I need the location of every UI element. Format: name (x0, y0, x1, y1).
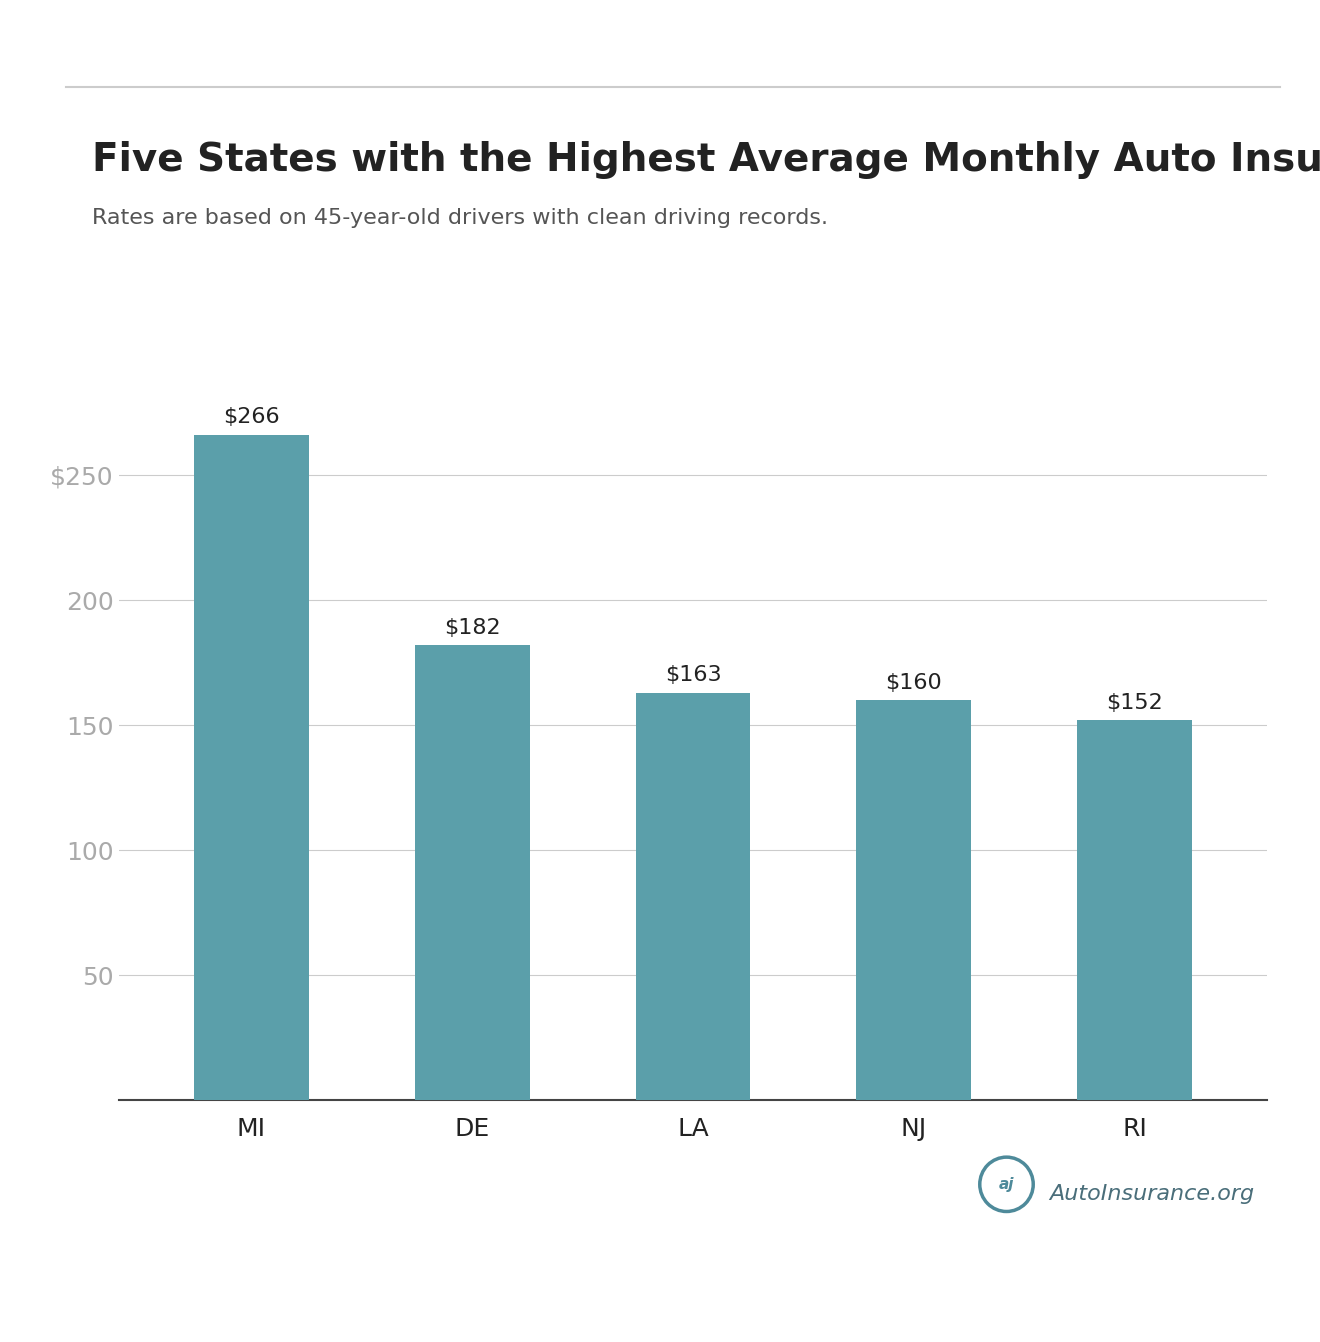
Text: aj: aj (999, 1177, 1014, 1192)
Text: $266: $266 (223, 408, 280, 427)
Bar (636, 692, 750, 1100)
Bar (194, 435, 309, 1100)
Text: $163: $163 (665, 666, 721, 686)
Text: Five States with the Highest Average Monthly Auto Insurance Rates: Five States with the Highest Average Mon… (92, 141, 1320, 178)
Text: Rates are based on 45-year-old drivers with clean driving records.: Rates are based on 45-year-old drivers w… (92, 208, 829, 228)
Text: $160: $160 (886, 672, 942, 692)
Bar (857, 701, 972, 1100)
Text: $152: $152 (1106, 692, 1163, 713)
Bar (1077, 721, 1192, 1100)
Text: $182: $182 (444, 617, 500, 637)
Bar (414, 646, 529, 1100)
Text: AutoInsurance.org: AutoInsurance.org (1049, 1184, 1254, 1204)
